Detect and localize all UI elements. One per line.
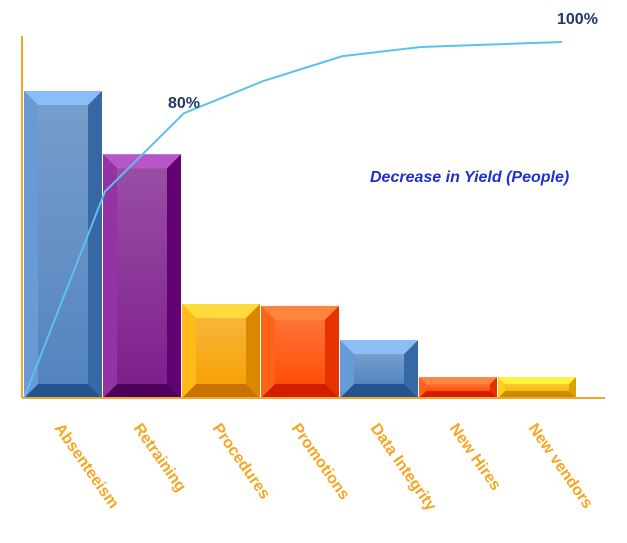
bar-bevel-left [498,377,505,398]
category-labels: Absenteeism Retraining Procedures Promotion… [51,421,596,515]
bar-bevel-top [182,304,260,319]
bar-highlight [354,354,404,384]
bar-bevel-top [24,91,102,106]
bar-bevel-bottom [340,384,418,398]
bar-bevel-bottom [498,391,576,398]
chart-title: Decrease in Yield (People) [370,169,569,186]
category-label: New Hires [446,421,504,494]
bar-bevel-right [325,305,339,398]
bar-new-vendors [498,377,576,398]
bar-bevel-bottom [182,384,260,398]
bar-promotions [261,305,339,398]
category-label: Retraining [130,421,189,496]
bars-layer [24,91,576,399]
bar-highlight [504,384,570,392]
bar-bevel-left [24,91,38,399]
bar-bevel-left [261,305,275,398]
bar-bevel-top [419,377,497,385]
bar-bevel-bottom [103,384,181,398]
bar-highlight [38,105,88,385]
category-label: New vendors [525,421,596,512]
bar-procedures [182,304,260,398]
bar-highlight [425,384,491,392]
bar-data-integrity [340,340,418,398]
bar-new-hires [419,377,497,398]
bar-bevel-top [340,340,418,355]
annotation-100-percent: 100% [557,11,598,28]
bar-bevel-right [569,377,576,398]
bar-bevel-top [261,305,339,320]
bar-bevel-left [103,154,117,398]
cumulative-line [23,41,563,399]
bar-bevel-top [498,377,576,385]
bar-bevel-right [88,91,102,399]
bar-bevel-left [182,304,196,398]
bar-bevel-right [404,340,418,398]
category-label: Procedures [209,421,273,503]
bar-bevel-top [103,154,181,169]
bar-bevel-right [490,377,497,398]
bar-bevel-right [246,304,260,398]
bar-bevel-bottom [261,384,339,398]
category-label: Absenteeism [51,421,122,512]
bar-highlight [117,168,167,384]
bar-bevel-left [340,340,354,398]
bar-retraining [103,154,181,398]
bar-highlight [275,319,325,384]
bar-highlight [196,318,246,384]
bar-bevel-left [419,377,426,398]
category-label: Promotions [288,421,353,504]
bar-bevel-bottom [24,384,102,398]
annotation-80-percent: 80% [168,95,200,112]
bar-absenteeism [24,91,102,399]
category-label: Data Integrity [367,421,440,515]
bar-bevel-bottom [419,391,497,398]
bar-bevel-right [167,154,181,398]
